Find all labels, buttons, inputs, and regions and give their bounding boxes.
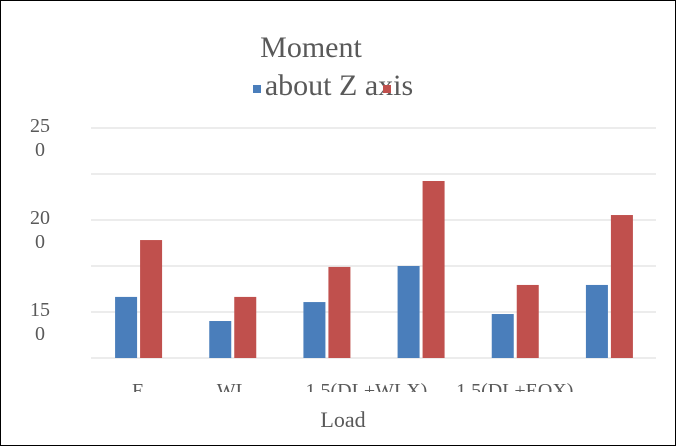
x-labels: E WL 1.5(DL+WLX) 1.5(DL+EQX): [132, 380, 573, 402]
bar: [234, 296, 257, 358]
legend-marker: [383, 85, 391, 93]
bar: [491, 314, 514, 358]
y-tick-label: 200: [30, 207, 50, 253]
x-tick-label: 1.5(DL+EQX): [456, 380, 573, 402]
legend-marker: [253, 85, 261, 93]
y-tick-label: 250: [30, 115, 50, 161]
bar: [140, 240, 163, 358]
bar: [422, 180, 445, 358]
bar: [585, 284, 608, 358]
bar: [610, 215, 633, 358]
bar: [328, 266, 351, 358]
x-tick-label: E: [132, 380, 144, 402]
bar: [397, 266, 420, 358]
bar: [209, 321, 232, 358]
x-axis-title: Load: [320, 407, 365, 432]
bar: [115, 296, 138, 358]
bar: [303, 302, 326, 358]
bar: [516, 284, 539, 358]
y-tick-label: 150: [30, 299, 50, 345]
x-tick-label: 1.5(DL+WLX): [306, 380, 428, 402]
x-tick-label: WL: [217, 380, 248, 402]
